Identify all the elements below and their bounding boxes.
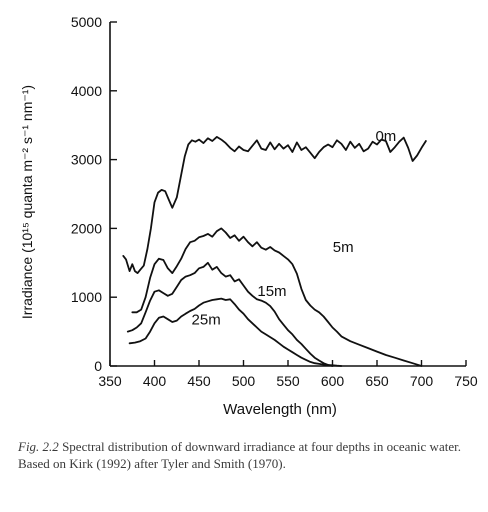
x-tick-label: 650	[365, 373, 389, 389]
figure-caption: Fig. 2.2 Spectral distribution of downwa…	[18, 438, 474, 472]
y-tick-label: 4000	[71, 83, 102, 99]
series-label-15m: 15m	[257, 283, 286, 300]
y-tick-label: 1000	[71, 289, 102, 305]
x-axis-label: Wavelength (nm)	[223, 401, 337, 418]
y-ticks: 0 1000 2000 3000 4000 5000	[71, 14, 117, 374]
y-tick-label: 3000	[71, 152, 102, 168]
series-line-0m	[122, 135, 427, 275]
x-tick-label: 750	[454, 373, 478, 389]
x-ticks: 350 400 450 500 550 600 650 700 750	[98, 360, 478, 389]
series-label-25m: 25m	[192, 312, 221, 329]
series-lines	[122, 135, 427, 367]
y-axis-label: Irradiance (10¹⁵ quanta m⁻² s⁻¹ nm⁻¹)	[19, 85, 35, 319]
y-tick-label: 2000	[71, 220, 102, 236]
figure-number: Fig. 2.2	[18, 439, 59, 454]
series-label-5m: 5m	[333, 239, 354, 256]
x-tick-label: 450	[187, 373, 211, 389]
x-tick-label: 700	[410, 373, 434, 389]
series-line-15m	[126, 261, 334, 367]
x-tick-label: 550	[276, 373, 300, 389]
series-label-0m: 0m	[375, 128, 396, 145]
series-labels: 0m 5m 15m 25m	[192, 128, 397, 329]
x-tick-label: 350	[98, 373, 122, 389]
x-tick-label: 500	[232, 373, 256, 389]
y-tick-label: 0	[94, 358, 102, 374]
irradiance-chart: 0 1000 2000 3000 4000 5000 350 400 450 500 550 600…	[19, 14, 478, 418]
y-tick-label: 5000	[71, 14, 102, 30]
x-tick-label: 600	[321, 373, 345, 389]
caption-text: Spectral distribution of downward irradi…	[18, 439, 461, 471]
chart-axes	[109, 22, 466, 367]
series-line-25m	[128, 297, 343, 367]
series-line-5m	[131, 227, 423, 367]
x-tick-label: 400	[143, 373, 167, 389]
